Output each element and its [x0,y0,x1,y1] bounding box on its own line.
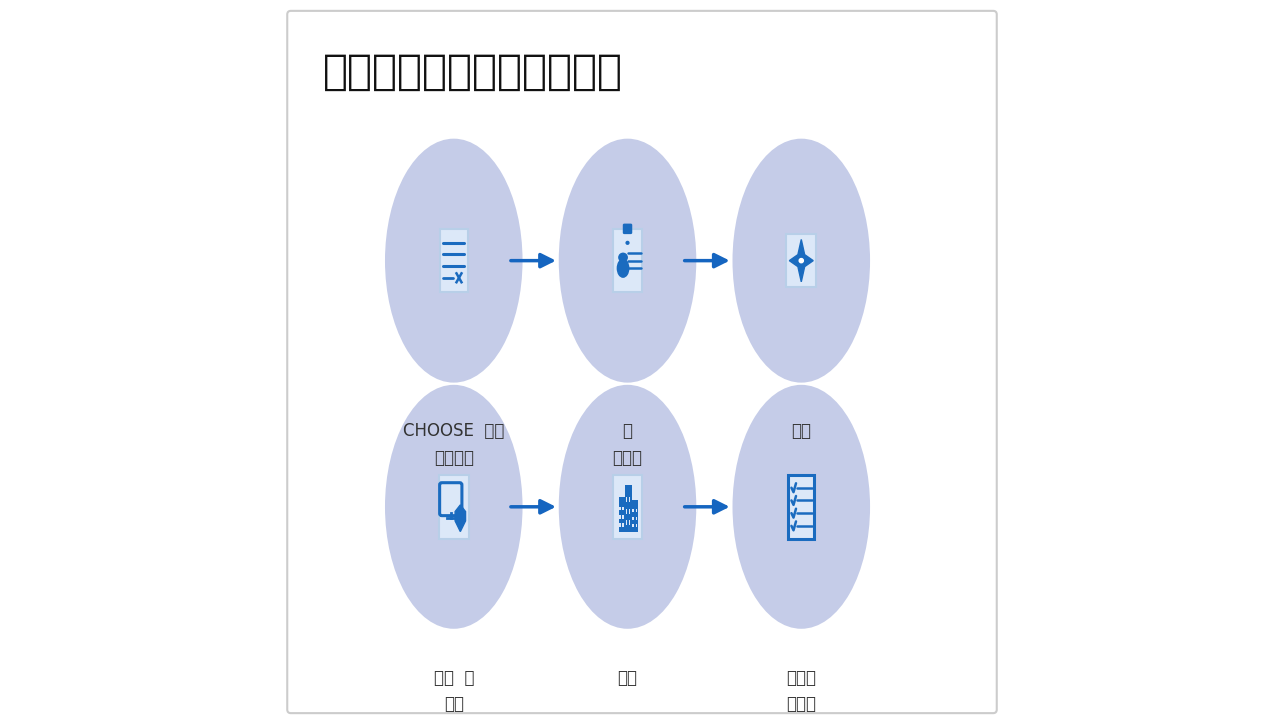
Ellipse shape [732,385,871,628]
Bar [629,509,630,513]
Bar [636,517,637,520]
FancyBboxPatch shape [288,11,996,713]
Ellipse shape [618,259,629,277]
FancyBboxPatch shape [788,475,814,539]
Circle shape [619,253,627,261]
Text: 選
擇條件: 選 擇條件 [612,422,642,467]
Bar [619,515,620,518]
Bar [625,521,627,525]
Bar [632,524,634,528]
Ellipse shape [732,139,871,382]
Ellipse shape [559,385,696,628]
Bar [619,523,620,527]
Polygon shape [455,505,466,531]
Bar [632,500,638,532]
Bar [625,509,627,513]
Bar [625,497,627,502]
Bar [625,484,632,532]
Text: 設定: 設定 [791,422,811,440]
FancyBboxPatch shape [440,229,467,292]
Bar [629,521,630,525]
Bar [629,497,630,502]
Ellipse shape [559,139,696,382]
FancyBboxPatch shape [612,475,642,539]
Bar [636,509,637,512]
Text: CHOOSE  標籤
自動套用: CHOOSE 標籤 自動套用 [403,422,505,467]
Polygon shape [790,240,813,282]
Bar [623,515,624,518]
Bar [623,523,624,527]
FancyBboxPatch shape [623,224,632,234]
Bar [619,507,620,510]
Bar [632,509,634,512]
FancyBboxPatch shape [612,229,642,292]
Text: 檢閱您
的設定: 檢閱您 的設定 [786,668,817,713]
Text: 自動套用保留標籤原則設定: 自動套用保留標籤原則設定 [324,51,624,93]
Ellipse shape [385,139,523,382]
Bar [636,524,637,528]
Bar [623,507,624,510]
FancyBboxPatch shape [439,483,462,515]
Ellipse shape [385,385,523,628]
FancyBboxPatch shape [439,475,469,539]
Circle shape [799,258,804,263]
Text: 位置: 位置 [618,668,638,686]
Bar [619,497,625,532]
Bar [632,517,634,520]
Circle shape [625,241,629,245]
Text: 名稱  你
政策: 名稱 你 政策 [434,668,474,713]
FancyBboxPatch shape [786,234,817,287]
